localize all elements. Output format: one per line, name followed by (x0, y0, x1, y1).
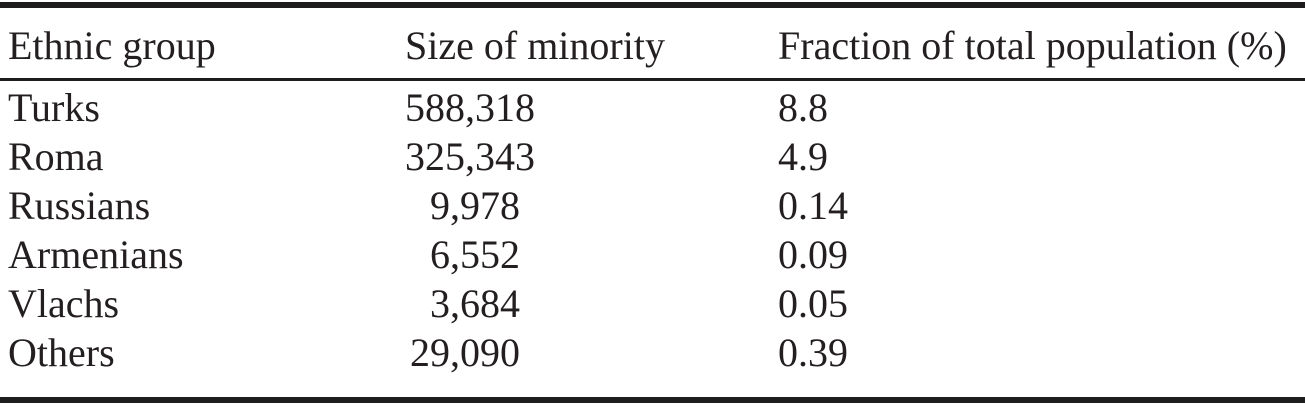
cell-group: Vlachs (8, 281, 120, 326)
cell-group: Russians (8, 183, 151, 228)
col-header-size-of-minority: Size of minority (405, 8, 778, 81)
cell-group: Turks (8, 85, 100, 130)
table-row: Turks 588,318 8.8 (0, 80, 1305, 131)
cell-fraction: 0.39 (778, 330, 848, 375)
cell-fraction: 0.05 (778, 281, 848, 326)
table-row: Others 29,090 0.39 (0, 326, 1305, 375)
ethnic-minority-table: Ethnic group Size of minority Fraction o… (0, 8, 1305, 375)
table-top-rule (0, 2, 1305, 8)
table-row: Armenians 6,552 0.09 (0, 228, 1305, 277)
cell-group: Others (8, 330, 115, 375)
cell-size: 588,318 (405, 85, 535, 130)
cell-group: Roma (8, 134, 104, 179)
table-row: Russians 9,978 0.14 (0, 179, 1305, 228)
cell-size: 29,090 (410, 330, 520, 375)
cell-fraction: 0.09 (778, 232, 848, 277)
table-bottom-rule (0, 397, 1305, 403)
cell-size: 6,552 (430, 232, 520, 277)
cell-size: 325,343 (405, 134, 535, 179)
cell-fraction: 4.9 (778, 134, 828, 179)
table-row: Roma 325,343 4.9 (0, 130, 1305, 179)
col-header-ethnic-group: Ethnic group (0, 8, 405, 81)
col-header-fraction-of-total-population: Fraction of total population (%) (778, 8, 1305, 81)
table-body: Turks 588,318 8.8 Roma 325,343 4.9 Russi… (0, 80, 1305, 376)
header-row: Ethnic group Size of minority Fraction o… (0, 8, 1305, 81)
cell-fraction: 0.14 (778, 183, 848, 228)
cell-size: 3,684 (430, 281, 520, 326)
table-row: Vlachs 3,684 0.05 (0, 277, 1305, 326)
table-header: Ethnic group Size of minority Fraction o… (0, 8, 1305, 81)
cell-fraction: 8.8 (778, 85, 828, 130)
cell-group: Armenians (8, 232, 184, 277)
cell-size: 9,978 (430, 183, 520, 228)
